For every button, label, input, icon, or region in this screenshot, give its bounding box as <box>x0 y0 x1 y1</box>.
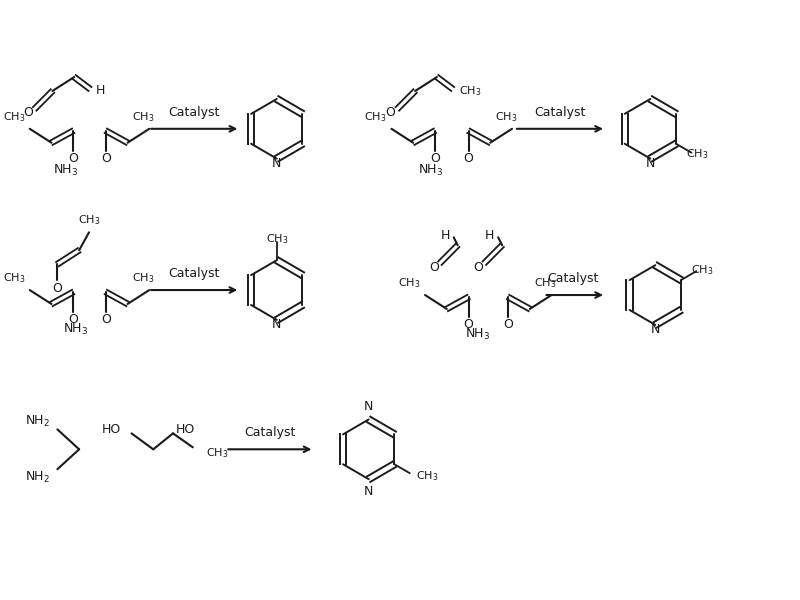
Text: O: O <box>68 313 78 326</box>
Text: Catalyst: Catalyst <box>244 427 295 439</box>
Text: O: O <box>23 106 33 119</box>
Text: CH$_3$: CH$_3$ <box>266 232 288 246</box>
Text: NH$_2$: NH$_2$ <box>25 414 50 429</box>
Text: CH$_3$: CH$_3$ <box>495 110 518 124</box>
Text: CH$_3$: CH$_3$ <box>2 271 25 285</box>
Text: NH$_3$: NH$_3$ <box>62 322 88 337</box>
Text: Catalyst: Catalyst <box>168 106 219 119</box>
Text: CH$_3$: CH$_3$ <box>132 110 154 124</box>
Text: CH$_3$: CH$_3$ <box>132 271 154 285</box>
Text: O: O <box>429 260 439 274</box>
Text: CH$_3$: CH$_3$ <box>206 446 228 460</box>
Text: CH$_3$: CH$_3$ <box>2 110 25 124</box>
Text: HO: HO <box>176 423 195 436</box>
Text: CH$_3$: CH$_3$ <box>398 276 421 290</box>
Text: O: O <box>503 319 513 331</box>
Text: NH$_3$: NH$_3$ <box>465 327 490 343</box>
Text: CH$_3$: CH$_3$ <box>78 214 100 227</box>
Text: O: O <box>101 152 110 165</box>
Text: CH$_3$: CH$_3$ <box>691 263 714 277</box>
Text: O: O <box>463 319 474 331</box>
Text: N: N <box>364 485 374 498</box>
Text: Catalyst: Catalyst <box>168 267 219 280</box>
Text: NH$_3$: NH$_3$ <box>53 163 78 178</box>
Text: H: H <box>485 229 494 242</box>
Text: N: N <box>272 157 282 170</box>
Text: O: O <box>386 106 395 119</box>
Text: HO: HO <box>102 423 122 436</box>
Text: CH$_3$: CH$_3$ <box>534 276 557 290</box>
Text: O: O <box>430 152 440 165</box>
Text: NH$_2$: NH$_2$ <box>25 470 50 485</box>
Text: Catalyst: Catalyst <box>534 106 585 119</box>
Text: H: H <box>96 85 106 97</box>
Text: NH$_3$: NH$_3$ <box>418 163 443 178</box>
Text: CH$_3$: CH$_3$ <box>416 469 438 483</box>
Text: N: N <box>272 319 282 331</box>
Text: CH$_3$: CH$_3$ <box>458 84 481 98</box>
Text: N: N <box>650 323 660 337</box>
Text: O: O <box>68 152 78 165</box>
Text: CH$_3$: CH$_3$ <box>364 110 387 124</box>
Text: N: N <box>364 400 374 413</box>
Text: O: O <box>53 281 62 295</box>
Text: Catalyst: Catalyst <box>547 272 599 285</box>
Text: O: O <box>101 313 110 326</box>
Text: H: H <box>440 229 450 242</box>
Text: CH$_3$: CH$_3$ <box>686 147 709 161</box>
Text: O: O <box>463 152 474 165</box>
Text: O: O <box>474 260 483 274</box>
Text: N: N <box>646 157 655 170</box>
